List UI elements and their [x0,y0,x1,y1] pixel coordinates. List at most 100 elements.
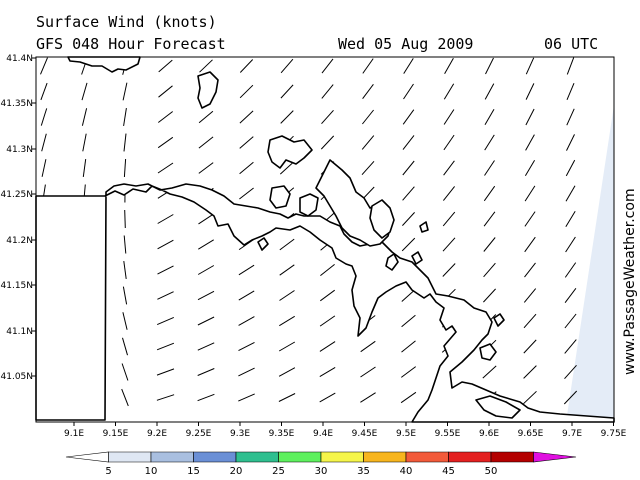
wind-barb [400,366,417,378]
wind-barb [82,159,87,177]
wind-barb [198,136,214,149]
wind-barb [279,161,295,175]
island [269,185,291,209]
wind-barb [484,108,495,126]
wind-barb [122,286,128,305]
wind-barb [156,342,175,351]
lon-label: 9.7E [562,429,582,439]
wind-barb [81,82,88,101]
wind-barb [319,392,336,403]
wind-barb [198,239,214,250]
wind-barb [442,211,456,227]
island [197,71,219,109]
wind-barb [321,84,334,99]
island [257,237,269,251]
wind-shade-area [566,105,614,422]
wind-barb [566,57,575,75]
lat-label: 41.4N [6,54,33,64]
wind-barb [279,264,295,276]
wind-barb [157,239,174,250]
lat-label: 41.3N [6,145,33,155]
wind-barb [362,84,374,99]
colorbar-label: 40 [400,466,413,477]
colorbar-segment [405,451,449,463]
wind-barb [156,368,175,376]
wind-barb [525,108,535,126]
forecast-date: Wed 05 Aug 2009 [338,35,474,53]
wind-barb [401,314,416,328]
colorbar-segment [65,451,109,463]
wind-barb [157,265,174,275]
wind-barb [279,238,295,251]
wind-barb [360,340,376,353]
lon-label: 9.25E [186,429,212,439]
wind-barb [362,58,374,74]
lat-label: 41.35N [1,99,34,109]
wind-barb [280,58,294,74]
wind-barb [525,57,535,75]
wind-barb [565,159,576,177]
colorbar-segment [108,451,152,463]
wind-barb [524,262,536,278]
wind-barb [403,58,414,74]
wind-barb [483,262,496,278]
lon-label: 9.15E [103,429,129,439]
wind-barb [40,108,48,126]
wind-barb [361,160,375,176]
wind-barb [361,135,375,150]
lat-label: 41.15N [1,281,34,291]
wind-barb [360,392,376,403]
forecast-label: GFS 048 Hour Forecast [36,35,226,53]
wind-barb [484,134,495,151]
colorbar-label: 25 [272,466,285,477]
colorbar-label: 5 [105,466,111,477]
wind-barb [402,160,415,176]
wind-barb [278,393,296,402]
wind-barb [238,316,255,326]
island [411,251,423,265]
wind-barb [525,134,535,151]
wind-barb [238,290,255,301]
wind-barb [400,391,417,404]
wind-barb [443,134,455,151]
wind-barb [484,160,495,176]
wind-barb [483,185,496,202]
wind-barb [321,109,334,125]
colorbar-label: 10 [145,466,158,477]
wind-barb [442,263,456,277]
wind-barb [279,290,295,301]
wind-barb [158,59,173,73]
wind-barb [123,235,127,254]
colorbar-label: 30 [315,466,328,477]
wind-barb [320,264,335,276]
wind-barb [564,287,577,304]
wind-barb [523,288,537,303]
lon-label: 9.55E [435,429,461,439]
wind-barb [403,83,414,100]
lon-label: 9.75E [601,429,627,439]
island [419,221,429,233]
wind-barb [483,237,496,252]
wind-barb [320,135,335,150]
wind-barb [124,209,126,229]
colorbar-label: 35 [357,466,370,477]
wind-barb [523,365,537,379]
lon-label: 9.45E [352,429,378,439]
wind-barb [524,236,536,253]
wind-barb [280,110,294,124]
wind-barb [238,367,255,377]
island [385,253,399,271]
wind-barb [239,161,254,175]
wind-barb [157,111,174,123]
wind-barb [199,59,213,73]
lat-label: 41.1N [6,327,33,337]
colorbar-segment [150,451,194,463]
map-title: Surface Wind (knots) [36,13,217,31]
wind-barb [320,289,335,302]
wind-barb [566,108,575,126]
wind-barb [197,265,215,275]
wind-barb [123,108,127,126]
wind-barb [157,136,174,149]
colorbar-segment [193,451,237,463]
colorbar-segment [320,451,364,463]
